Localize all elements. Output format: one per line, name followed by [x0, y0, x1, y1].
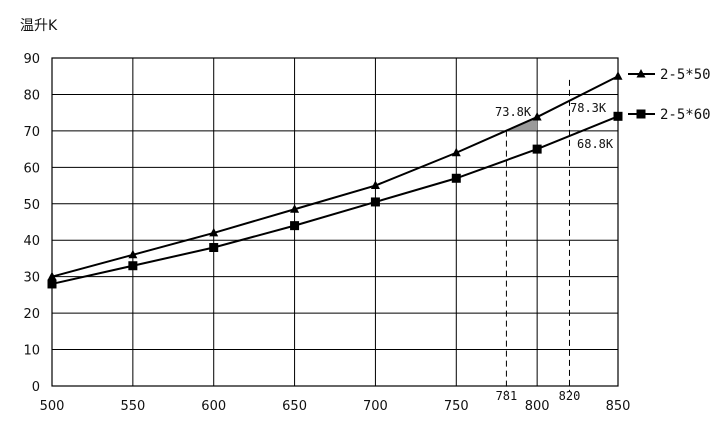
- y-tick-label: 50: [23, 198, 40, 213]
- x-tick-label: 650: [282, 399, 307, 414]
- y-tick-label: 60: [23, 161, 40, 176]
- triangle-marker: [290, 204, 300, 213]
- triangle-marker: [370, 180, 380, 190]
- x-tick-label: 550: [120, 399, 145, 414]
- square-marker: [47, 279, 57, 289]
- triangle-marker: [451, 147, 461, 157]
- y-tick-label: 10: [23, 344, 40, 359]
- triangle-marker: [532, 112, 542, 121]
- triangle-marker: [613, 71, 623, 80]
- series-line-2: [51, 115, 619, 285]
- square-marker: [532, 144, 542, 154]
- triangle-marker: [128, 249, 138, 259]
- y-tick-label: 40: [23, 234, 40, 249]
- square-marker: [370, 197, 380, 207]
- triangle-marker: [209, 227, 219, 237]
- grid-lines: [51, 57, 619, 387]
- y-tick-label: 0: [32, 380, 40, 395]
- x-tick-label: 850: [606, 399, 631, 414]
- annotation-label: 73.8K: [495, 105, 532, 119]
- y-tick-label: 80: [23, 88, 40, 103]
- x-tick-label: 500: [40, 399, 65, 414]
- y-tick-label: 70: [23, 125, 40, 140]
- y-tick-label: 20: [23, 307, 40, 322]
- series-line-1: [51, 75, 619, 278]
- x-tick-label: 750: [444, 399, 469, 414]
- square-marker: [128, 261, 138, 271]
- x-tick-labels: 500 550 600 650 700 750 800 850: [40, 399, 631, 414]
- triangle-marker: [47, 271, 57, 281]
- annotation-label: 78.3K: [570, 101, 607, 115]
- reference-label: 820: [559, 389, 581, 403]
- legend-triangle-marker: [636, 69, 646, 78]
- x-tick-label: 700: [363, 399, 388, 414]
- reference-lines: 781 820: [496, 79, 581, 403]
- legend-label: 2-5*60: [660, 107, 711, 123]
- plot-frame: [51, 57, 619, 387]
- series-group: [47, 71, 623, 289]
- y-axis-label: 温升K: [20, 18, 58, 34]
- annotations: 73.8K 78.3K 68.8K: [495, 101, 614, 151]
- legend-square-marker: [636, 109, 646, 119]
- square-marker: [613, 111, 623, 121]
- y-tick-label: 30: [23, 271, 40, 286]
- annotation-label: 68.8K: [577, 137, 614, 151]
- square-marker: [209, 243, 219, 253]
- x-tick-label: 600: [201, 399, 226, 414]
- y-tick-label: 90: [23, 52, 40, 67]
- square-marker: [451, 173, 461, 183]
- square-marker: [290, 221, 300, 231]
- legend-label: 2-5*50: [660, 67, 711, 83]
- x-tick-label: 800: [525, 399, 550, 414]
- legend: 2-5*50 2-5*60: [628, 67, 711, 123]
- reference-label: 781: [496, 389, 518, 403]
- y-tick-labels: 0 10 20 30 40 50 60 70 80 90: [23, 52, 40, 395]
